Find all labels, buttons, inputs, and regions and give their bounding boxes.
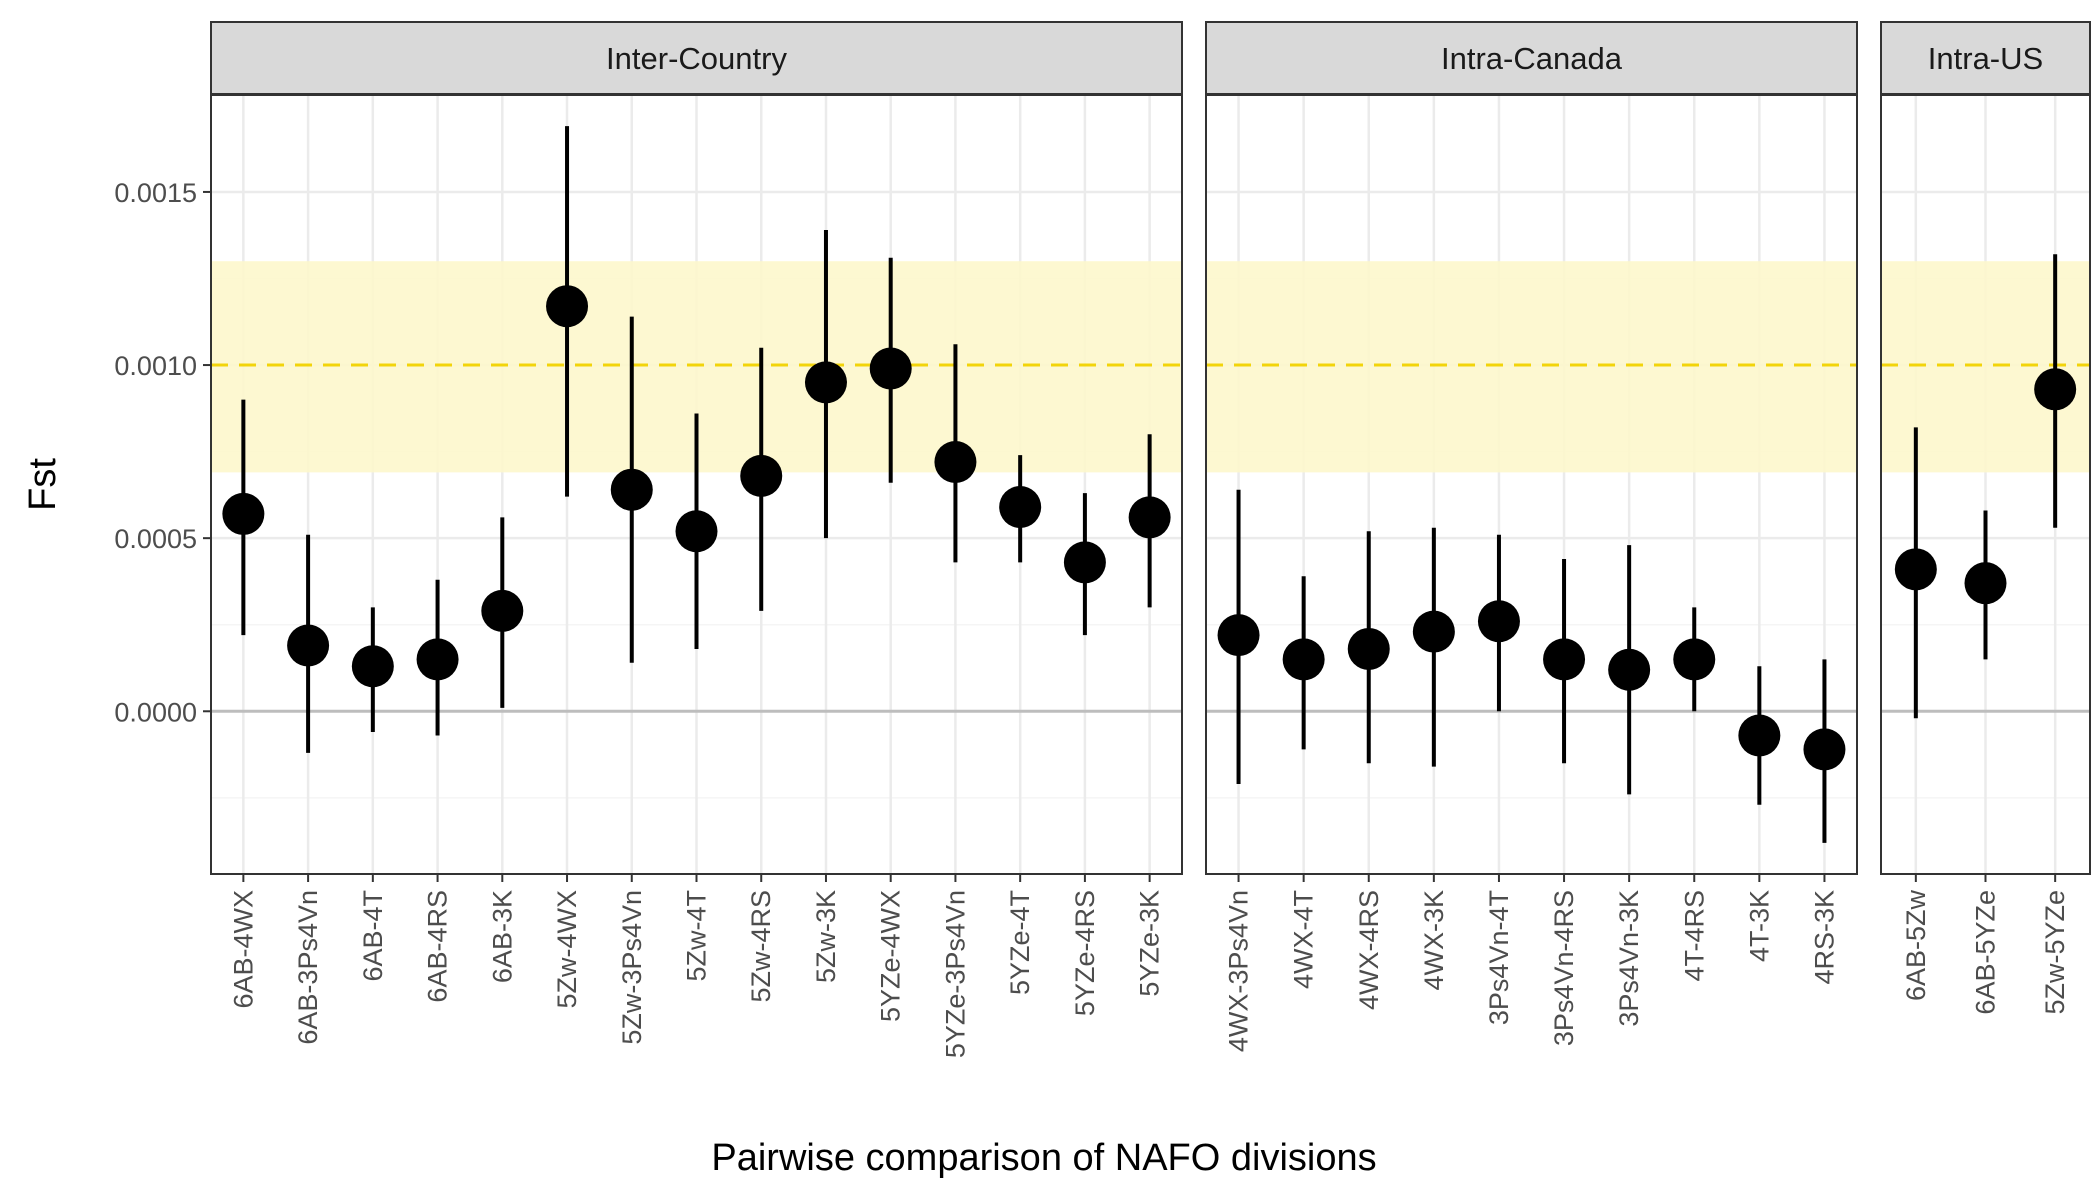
x-tick-label: 5YZe-3K	[1135, 890, 1165, 997]
point-5Zw-5YZe	[2034, 368, 2077, 411]
x-tick-label: 5YZe-4T	[1005, 890, 1035, 995]
point-4WX-4T	[1282, 638, 1325, 681]
facet-strip-1	[1205, 21, 1858, 95]
point-6AB-5Zw	[1894, 548, 1937, 591]
point-5YZe-3Ps4Vn	[934, 440, 977, 483]
x-tick-label: 4T-3K	[1744, 890, 1774, 962]
point-3Ps4Vn-4T	[1477, 600, 1520, 643]
x-tick-label: 6AB-4T	[358, 890, 388, 982]
x-tick-label: 6AB-3Ps4Vn	[293, 890, 323, 1045]
point-6AB-4RS	[416, 638, 459, 681]
x-tick-label: 3Ps4Vn-4T	[1484, 890, 1514, 1025]
reference-band	[1206, 261, 1857, 473]
point-5Zw-4RS	[740, 454, 783, 497]
reference-band	[1881, 261, 2090, 473]
point-4T-3K	[1738, 714, 1781, 757]
x-tick-label: 6AB-5YZe	[1971, 890, 2001, 1015]
point-5YZe-3K	[1128, 496, 1171, 539]
x-tick-label: 5YZe-3Ps4Vn	[940, 890, 970, 1058]
point-6AB-3Ps4Vn	[287, 624, 330, 667]
x-tick-label: 4WX-3Ps4Vn	[1224, 890, 1254, 1052]
point-4RS-3K	[1803, 728, 1846, 771]
point-3Ps4Vn-4RS	[1543, 638, 1586, 681]
x-tick-label: 6AB-4RS	[423, 890, 453, 1003]
y-tick-label: 0.0010	[114, 351, 197, 381]
point-4WX-3K	[1412, 610, 1455, 653]
x-tick-label: 4T-4RS	[1679, 890, 1709, 982]
x-tick-label: 5Zw-4RS	[746, 890, 776, 1003]
facet-label: Inter-Country	[606, 41, 787, 76]
point-5YZe-4T	[999, 486, 1042, 529]
x-tick-label: 4WX-4T	[1289, 890, 1319, 989]
x-tick-label: 6AB-3K	[487, 890, 517, 983]
x-tick-label: 6AB-5Zw	[1901, 890, 1931, 1002]
point-4WX-4RS	[1347, 627, 1390, 670]
point-5Zw-3K	[804, 361, 847, 404]
y-tick-label: 0.0000	[114, 697, 197, 727]
y-tick-label: 0.0005	[114, 524, 197, 554]
x-tick-label: 3Ps4Vn-3K	[1614, 890, 1644, 1027]
x-tick-label: 5Zw-4WX	[552, 890, 582, 1009]
point-6AB-3K	[481, 589, 524, 632]
x-tick-label: 5Zw-3K	[811, 890, 841, 983]
point-5YZe-4WX	[869, 347, 912, 390]
x-tick-label: 5Zw-3Ps4Vn	[617, 890, 647, 1045]
point-6AB-5YZe	[1964, 562, 2007, 605]
x-tick-label: 5Zw-5YZe	[2040, 890, 2070, 1015]
point-3Ps4Vn-3K	[1608, 648, 1651, 691]
facet-strip-2	[1880, 21, 2091, 95]
x-tick-label: 4RS-3K	[1809, 890, 1839, 985]
point-5Zw-4T	[675, 510, 718, 553]
x-tick-label: 6AB-4WX	[228, 890, 258, 1009]
point-5YZe-4RS	[1063, 541, 1106, 584]
x-tick-label: 3Ps4Vn-4RS	[1549, 890, 1579, 1046]
x-tick-label: 5Zw-4T	[682, 890, 712, 982]
point-6AB-4T	[351, 645, 394, 688]
point-5Zw-3Ps4Vn	[610, 468, 653, 511]
facet-strip-0	[210, 21, 1183, 95]
facet-label: Intra-US	[1928, 41, 2043, 76]
facet-label: Intra-Canada	[1441, 41, 1623, 76]
point-6AB-4WX	[222, 492, 265, 535]
point-5Zw-4WX	[546, 285, 589, 328]
point-4T-4RS	[1673, 638, 1716, 681]
y-axis-title: Fst	[22, 458, 64, 511]
x-axis-title: Pairwise comparison of NAFO divisions	[711, 1137, 1376, 1179]
point-4WX-3Ps4Vn	[1217, 614, 1260, 657]
x-tick-label: 5YZe-4WX	[876, 890, 906, 1022]
x-tick-label: 4WX-3K	[1419, 890, 1449, 991]
x-tick-label: 4WX-4RS	[1354, 890, 1384, 1010]
x-tick-label: 5YZe-4RS	[1070, 890, 1100, 1016]
y-tick-label: 0.0015	[114, 178, 197, 208]
